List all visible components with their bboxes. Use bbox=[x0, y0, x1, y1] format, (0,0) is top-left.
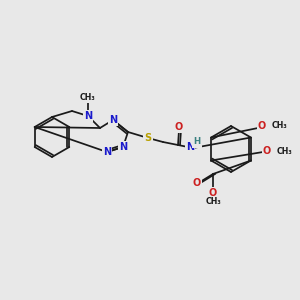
Text: CH₃: CH₃ bbox=[80, 94, 96, 103]
Text: CH₃: CH₃ bbox=[205, 197, 221, 206]
Text: N: N bbox=[119, 142, 127, 152]
Text: CH₃: CH₃ bbox=[277, 146, 293, 155]
Text: H: H bbox=[194, 137, 201, 146]
Text: N: N bbox=[186, 142, 194, 152]
Text: O: O bbox=[209, 188, 217, 198]
Text: O: O bbox=[258, 121, 266, 131]
Text: O: O bbox=[263, 146, 271, 156]
Text: O: O bbox=[193, 178, 201, 188]
Text: N: N bbox=[109, 115, 117, 125]
Text: N: N bbox=[84, 111, 92, 121]
Text: O: O bbox=[175, 122, 183, 132]
Text: CH₃: CH₃ bbox=[272, 122, 288, 130]
Text: N: N bbox=[103, 147, 111, 157]
Text: S: S bbox=[144, 133, 152, 143]
